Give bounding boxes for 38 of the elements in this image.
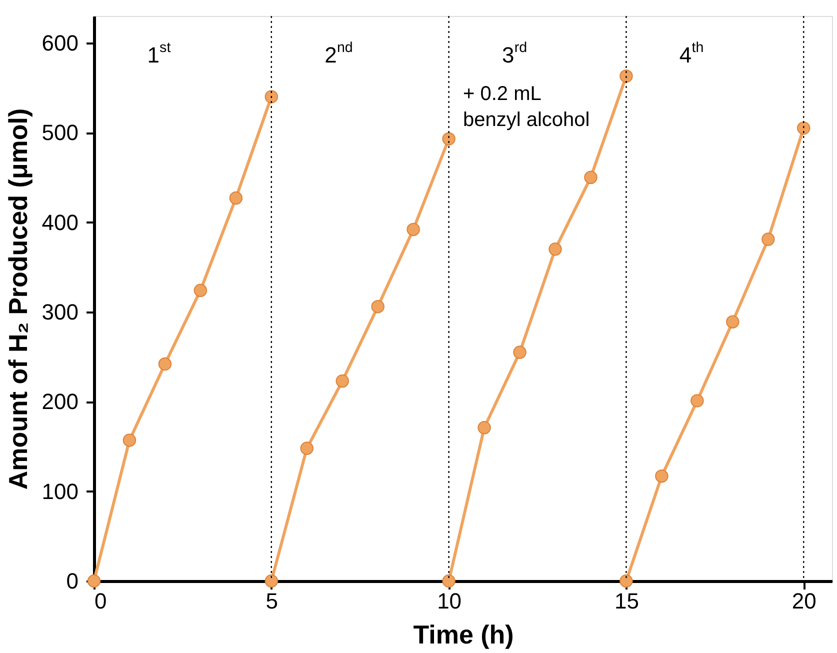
point	[371, 300, 384, 314]
point	[229, 191, 243, 205]
point	[122, 434, 136, 447]
point	[478, 421, 491, 434]
point	[194, 284, 208, 298]
y-axis-title: Amount of H₂ Produced (μmol)	[2, 108, 33, 490]
y-tick-label: 500	[42, 120, 78, 146]
y-tick-label: 300	[42, 299, 78, 324]
point	[655, 469, 668, 483]
point	[513, 346, 526, 359]
point	[584, 170, 598, 184]
point	[442, 132, 456, 146]
y-tick-label: 400	[42, 210, 78, 235]
point	[620, 69, 633, 83]
point	[264, 90, 278, 104]
point	[762, 232, 775, 246]
point	[300, 442, 314, 455]
x-tick-label: 0	[94, 588, 107, 614]
point	[406, 222, 420, 236]
point	[158, 357, 172, 371]
point	[264, 574, 278, 588]
point	[726, 315, 740, 328]
x-tick-label: 5	[266, 588, 278, 614]
x-tick-label: 20	[792, 588, 816, 614]
y-tick-label: 100	[42, 478, 78, 504]
y-tick-label: 0	[66, 568, 78, 594]
point	[336, 374, 349, 388]
y-tick-label: 600	[42, 30, 78, 56]
x-axis-title: Time (h)	[413, 620, 514, 650]
annotation: + 0.2 mL benzyl alcohol	[463, 82, 590, 131]
point	[620, 574, 633, 588]
point	[690, 394, 704, 408]
x-tick-label: 10	[437, 588, 462, 614]
y-tick-label: 200	[42, 389, 78, 414]
x-tick-label: 15	[614, 588, 639, 614]
point	[442, 574, 456, 588]
point	[796, 121, 810, 135]
point	[548, 242, 562, 256]
